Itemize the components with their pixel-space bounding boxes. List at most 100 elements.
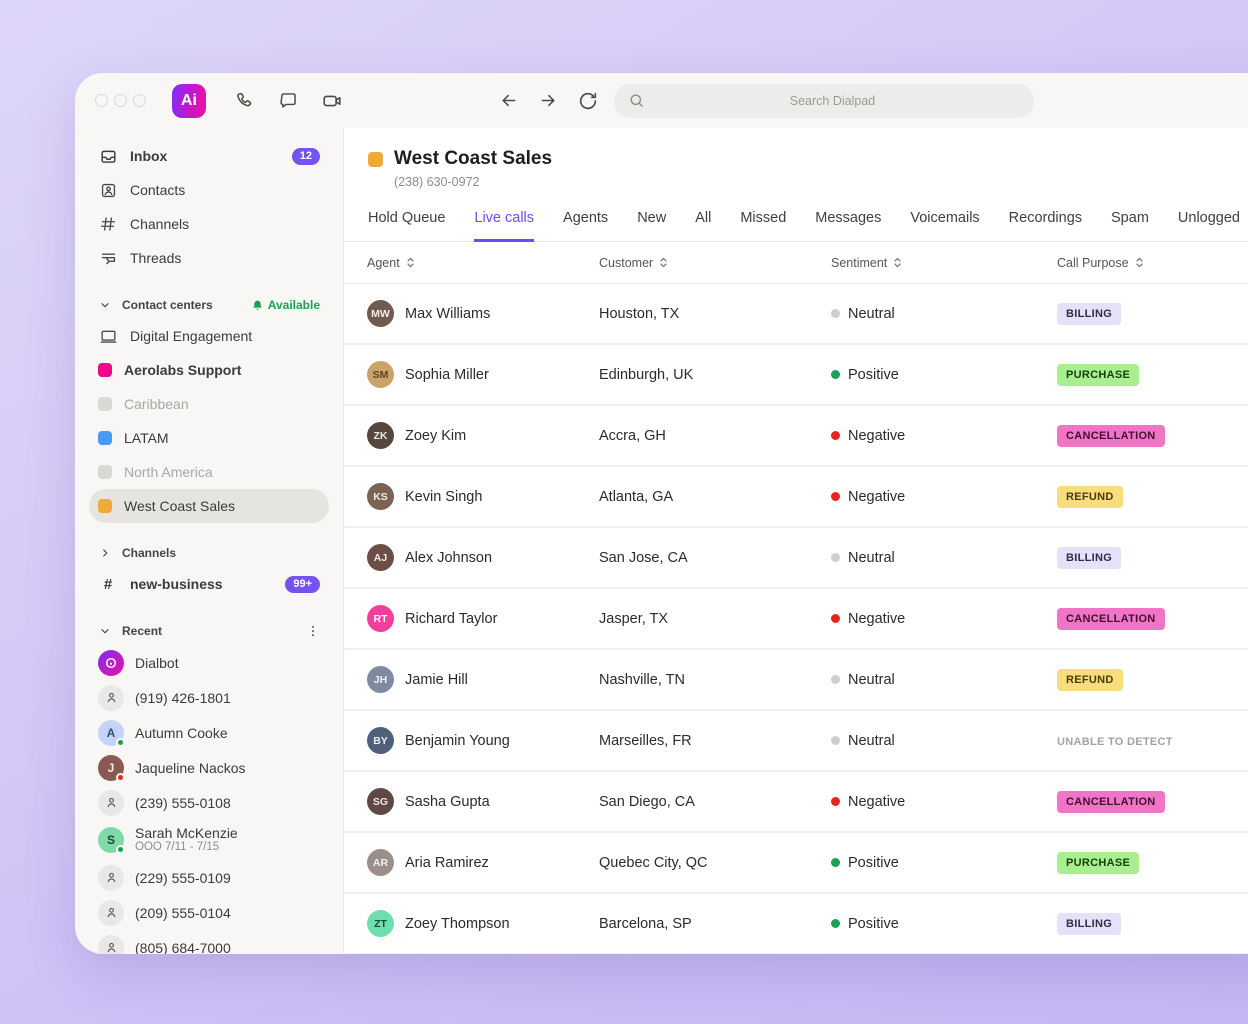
recent-item-autumn-cooke[interactable]: A Autumn Cooke	[89, 715, 329, 750]
main-content: West Coast Sales (238) 630-0972 Hold Que…	[344, 128, 1248, 954]
sentiment-dot	[831, 553, 840, 562]
contact-center-item[interactable]: West Coast Sales	[89, 489, 329, 523]
tab[interactable]: Unlogged	[1178, 210, 1240, 242]
recent-item-call[interactable]: (919) 426-1801	[89, 680, 329, 715]
avatar: KS	[367, 483, 394, 510]
sidebar-item-digital-engagement[interactable]: Digital Engagement	[89, 319, 329, 353]
recent-item-label: (229) 555-0109	[135, 869, 231, 886]
sort-icon	[893, 256, 902, 269]
table-row[interactable]: RT Richard Taylor Jasper, TX Negative CA…	[344, 589, 1248, 650]
table-row[interactable]: SG Sasha Gupta San Diego, CA Negative CA…	[344, 772, 1248, 833]
contact-centers-header[interactable]: Contact centers Available	[89, 291, 329, 319]
table-row[interactable]: ZK Zoey Kim Accra, GH Negative CANCELLAT…	[344, 406, 1248, 467]
call-purpose-badge: CANCELLATION	[1057, 607, 1165, 630]
table-header: Agent Customer Sentiment Call Purpose	[344, 242, 1248, 284]
recent-item-label: Dialbot	[135, 654, 179, 671]
avatar: RT	[367, 605, 394, 632]
sentiment-dot	[831, 675, 840, 684]
sentiment-label: Negative	[848, 427, 906, 444]
column-header-customer[interactable]: Customer	[599, 256, 831, 270]
inbox-badge: 12	[291, 147, 320, 165]
tab[interactable]: Live calls	[474, 210, 535, 242]
recent-item-jaqueline-nackos[interactable]: J Jaqueline Nackos	[89, 750, 329, 785]
contact-center-label: LATAM	[124, 430, 169, 446]
window-close-button[interactable]	[95, 94, 108, 107]
recent-item-call[interactable]: (805) 684-7000	[89, 930, 329, 954]
table-row[interactable]: MW Max Williams Houston, TX Neutral BILL…	[344, 284, 1248, 345]
availability-status[interactable]: Available	[251, 298, 320, 312]
agent-name: Benjamin Young	[405, 732, 510, 749]
avatar: AJ	[367, 544, 394, 571]
sidebar-item-label: Threads	[130, 250, 182, 266]
tab[interactable]: Hold Queue	[368, 210, 445, 242]
recent-item-sarah-mckenzie[interactable]: S Sarah McKenzie OOO 7/11 - 7/15	[89, 820, 329, 860]
avatar: SM	[367, 361, 394, 388]
tab-label: All	[695, 210, 712, 226]
window-controls[interactable]	[95, 94, 146, 107]
recent-item-call[interactable]: (209) 555-0104	[89, 895, 329, 930]
table-row[interactable]: SM Sophia Miller Edinburgh, UK Positive …	[344, 345, 1248, 406]
forward-arrow-icon[interactable]	[536, 89, 560, 113]
window-minimize-button[interactable]	[114, 94, 127, 107]
contact-center-item[interactable]: LATAM	[89, 421, 329, 455]
table-row[interactable]: AJ Alex Johnson San Jose, CA Neutral BIL…	[344, 528, 1248, 589]
tab[interactable]: Voicemails	[910, 210, 979, 242]
search-bar[interactable]	[614, 83, 1034, 118]
contact-center-swatch	[98, 499, 112, 513]
monitor-icon	[98, 327, 118, 346]
sidebar-item-contacts[interactable]: Contacts	[89, 173, 329, 207]
dialpad-logo: Ai	[172, 83, 206, 118]
back-arrow-icon[interactable]	[496, 89, 520, 113]
status-dot-busy	[116, 772, 125, 782]
column-header-agent[interactable]: Agent	[367, 256, 599, 270]
sidebar-item-new-business[interactable]: # new-business 99+	[89, 567, 329, 601]
recent-section-header[interactable]: Recent	[89, 617, 329, 645]
call-purpose-badge: REFUND	[1057, 485, 1123, 508]
sidebar-item-threads[interactable]: Threads	[89, 241, 329, 275]
tab[interactable]: All	[695, 210, 711, 242]
table-row[interactable]: BY Benjamin Young Marseilles, FR Neutral…	[344, 711, 1248, 772]
avatar: BY	[367, 727, 394, 754]
sidebar-item-channels[interactable]: Channels	[89, 207, 329, 241]
phone-icon[interactable]	[232, 89, 256, 113]
customer-location: San Diego, CA	[599, 793, 695, 810]
column-header-sentiment[interactable]: Sentiment	[831, 256, 1057, 270]
sentiment-label: Negative	[848, 610, 906, 627]
table-row[interactable]: JH Jamie Hill Nashville, TN Neutral REFU…	[344, 650, 1248, 711]
window-zoom-button[interactable]	[133, 94, 146, 107]
tab[interactable]: Messages	[815, 210, 881, 242]
recent-item-dialbot[interactable]: Dialbot	[89, 645, 329, 680]
messages-icon[interactable]	[276, 89, 300, 113]
table-row[interactable]: KS Kevin Singh Atlanta, GA Negative REFU…	[344, 467, 1248, 528]
recent-item-call[interactable]: (229) 555-0109	[89, 860, 329, 895]
sidebar-item-inbox[interactable]: Inbox 12	[89, 139, 329, 173]
column-header-call-purpose[interactable]: Call Purpose	[1057, 256, 1248, 270]
sentiment-label: Neutral	[848, 732, 895, 749]
recent-item-label: Autumn Cooke	[135, 724, 228, 741]
chevron-down-icon	[98, 625, 112, 637]
tab[interactable]: New	[637, 210, 666, 242]
threads-icon	[98, 249, 118, 268]
contact-center-swatch	[98, 431, 112, 445]
tab[interactable]: Missed	[740, 210, 786, 242]
contact-center-item[interactable]: Aerolabs Support	[89, 353, 329, 387]
tab[interactable]: Agents	[563, 210, 608, 242]
video-icon[interactable]	[320, 89, 344, 113]
tab[interactable]: Spam	[1111, 210, 1149, 242]
table-row[interactable]: ZT Zoey Thompson Barcelona, SP Positive …	[344, 894, 1248, 954]
customer-location: Jasper, TX	[599, 610, 669, 627]
refresh-icon[interactable]	[576, 89, 600, 113]
recent-item-status: OOO 7/11 - 7/15	[135, 841, 220, 854]
call-purpose-badge: BILLING	[1057, 546, 1122, 569]
table-row[interactable]: AR Aria Ramirez Quebec City, QC Positive…	[344, 833, 1248, 894]
contact-center-item[interactable]: Caribbean	[89, 387, 329, 421]
channels-section-header[interactable]: Channels	[89, 539, 329, 567]
tab[interactable]: Recordings	[1009, 210, 1082, 242]
contacts-icon	[98, 181, 118, 200]
agent-name: Zoey Kim	[405, 427, 467, 444]
hash-icon	[98, 215, 118, 233]
kebab-menu-icon[interactable]	[306, 624, 320, 638]
search-input[interactable]	[645, 93, 1020, 108]
recent-item-call[interactable]: (239) 555-0108	[89, 785, 329, 820]
contact-center-item[interactable]: North America	[89, 455, 329, 489]
